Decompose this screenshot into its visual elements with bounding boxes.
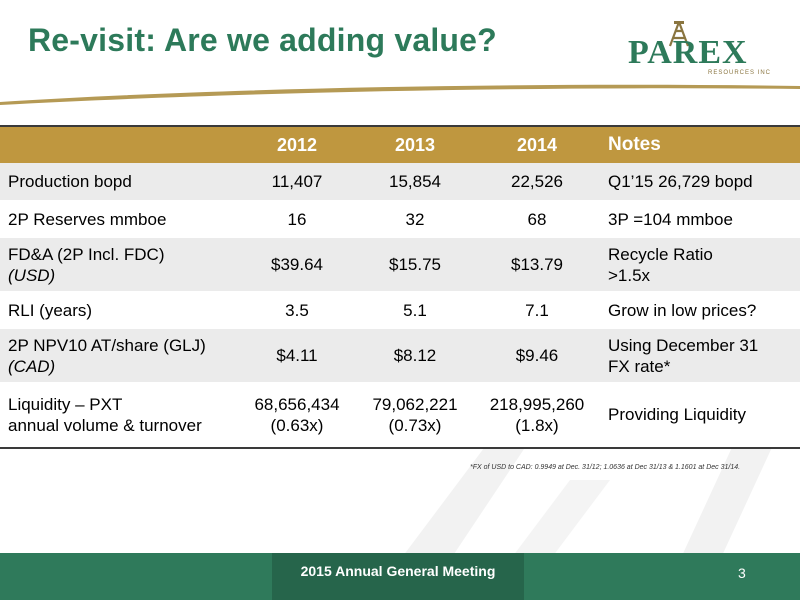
- table-row: RLI (years) 3.5 5.1 7.1 Grow in low pric…: [0, 291, 800, 329]
- header-cell-2014: 2014: [474, 125, 600, 163]
- table-row: 2P Reserves mmboe 16 32 68 3P =104 mmboe: [0, 200, 800, 238]
- value-2012: 3.5: [238, 291, 356, 329]
- row-label: 2P NPV10 AT/share (GLJ) (CAD): [0, 329, 238, 382]
- value-2013: $15.75: [356, 238, 474, 291]
- value-2014: 22,526: [474, 163, 600, 200]
- value-2013: 79,062,221 (0.73x): [356, 382, 474, 449]
- row-note: Using December 31 FX rate*: [600, 329, 800, 382]
- table-row: 2P NPV10 AT/share (GLJ) (CAD) $4.11 $8.1…: [0, 329, 800, 382]
- value-2012: $4.11: [238, 329, 356, 382]
- company-logo: PAREX RESOURCES INC: [628, 20, 778, 80]
- table-row: FD&A (2P Incl. FDC) (USD) $39.64 $15.75 …: [0, 238, 800, 291]
- value-2014: 7.1: [474, 291, 600, 329]
- fx-footnote: *FX of USD to CAD: 0.9949 at Dec. 31/12;…: [470, 464, 741, 471]
- slide-title: Re-visit: Are we adding value?: [28, 22, 497, 58]
- watermark-graphic: [400, 430, 780, 560]
- value-2013: 32: [356, 200, 474, 238]
- row-note: Providing Liquidity: [600, 382, 800, 449]
- row-label-currency: (CAD): [8, 356, 56, 376]
- row-note: 3P =104 mmboe: [600, 200, 800, 238]
- value-2012: 16: [238, 200, 356, 238]
- table-row: Liquidity – PXT annual volume & turnover…: [0, 382, 800, 449]
- derrick-icon: [668, 21, 690, 47]
- header-swoosh: [0, 84, 800, 105]
- value-2012: $39.64: [238, 238, 356, 291]
- row-label-currency: (USD): [8, 265, 56, 285]
- header-cell-2013: 2013: [356, 125, 474, 163]
- logo-name: PAREX: [628, 34, 748, 71]
- row-label: RLI (years): [0, 291, 238, 329]
- value-2012: 11,407: [238, 163, 356, 200]
- value-2013: 15,854: [356, 163, 474, 200]
- value-2014: $13.79: [474, 238, 600, 291]
- row-note: Grow in low prices?: [600, 291, 800, 329]
- value-2013: $8.12: [356, 329, 474, 382]
- logo-subtitle: RESOURCES INC: [708, 70, 772, 76]
- value-2014: $9.46: [474, 329, 600, 382]
- row-label: Liquidity – PXT annual volume & turnover: [0, 382, 238, 449]
- row-note: Recycle Ratio >1.5x: [600, 238, 800, 291]
- header-cell-label: [0, 125, 238, 163]
- value-2014: 218,995,260 (1.8x): [474, 382, 600, 449]
- row-label: 2P Reserves mmboe: [0, 200, 238, 238]
- row-label: FD&A (2P Incl. FDC) (USD): [0, 238, 238, 291]
- value-2013: 5.1: [356, 291, 474, 329]
- value-2014: 68: [474, 200, 600, 238]
- row-label: Production bopd: [0, 163, 238, 200]
- page-number: 3: [738, 565, 746, 581]
- row-note: Q1’15 26,729 bopd: [600, 163, 800, 200]
- metrics-table: 2012 2013 2014 Notes Production bopd 11,…: [0, 125, 800, 449]
- table-row: Production bopd 11,407 15,854 22,526 Q1’…: [0, 163, 800, 200]
- header-cell-2012: 2012: [238, 125, 356, 163]
- footer-center-band: [272, 553, 524, 600]
- footer-title: 2015 Annual General Meeting: [300, 563, 496, 579]
- value-2012: 68,656,434 (0.63x): [238, 382, 356, 449]
- table-header-row: 2012 2013 2014 Notes: [0, 125, 800, 163]
- header-cell-notes: Notes: [600, 125, 800, 163]
